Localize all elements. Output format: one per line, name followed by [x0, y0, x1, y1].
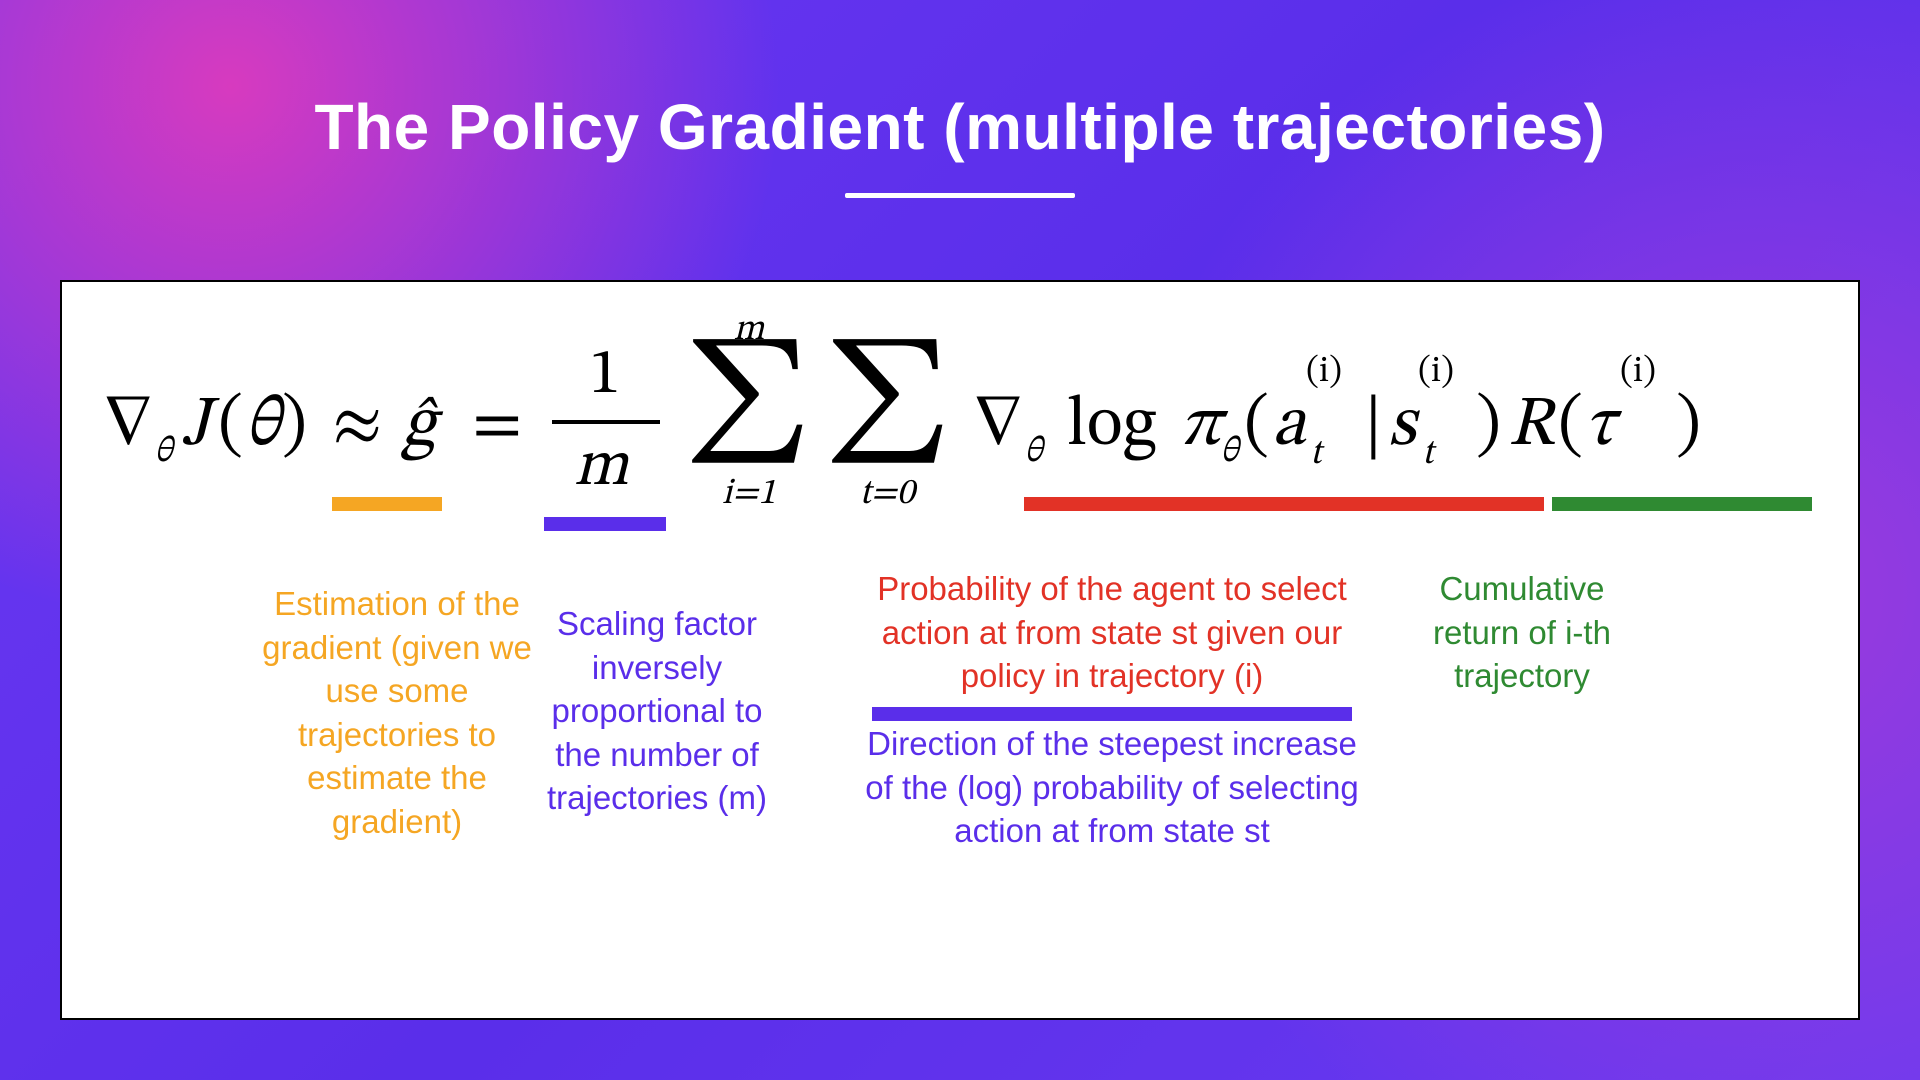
sym-theta-sub-2: θ: [1024, 430, 1043, 475]
sym-s: s: [1388, 382, 1416, 470]
sym-frac-den: m: [574, 428, 629, 508]
underline-frac: [544, 517, 666, 531]
underline-direction: [872, 707, 1352, 721]
sym-nabla-2: ∇: [972, 382, 1024, 470]
sym-frac-num: 1: [589, 336, 621, 416]
sym-s-sup-i: (i): [1418, 350, 1454, 395]
sym-s-sub-t: t: [1422, 432, 1433, 477]
policy-gradient-formula: ∇ θ J ( θ ) ≈ ĝ = 1 m ∑ m i=1 ∑ t=0 ∇ θ …: [92, 312, 1828, 522]
sym-tau-sup-i: (i): [1620, 350, 1656, 395]
sym-rparen-1: ): [282, 382, 307, 470]
sym-log: log: [1067, 382, 1157, 470]
underline-ghat: [332, 497, 442, 511]
sigma2-lower: t=0: [832, 472, 942, 517]
sym-condbar: |: [1364, 382, 1383, 470]
sym-approx: ≈: [332, 382, 382, 470]
underline-return: [1552, 497, 1812, 511]
underline-logpi: [1024, 497, 1544, 511]
sym-R: R: [1508, 382, 1554, 470]
formula-panel: ∇ θ J ( θ ) ≈ ĝ = 1 m ∑ m i=1 ∑ t=0 ∇ θ …: [60, 280, 1860, 1020]
sym-J: J: [182, 382, 210, 470]
sym-lparen-2: (: [1244, 382, 1269, 470]
annotation-logpi-purple: Direction of the steepest increase of th…: [847, 722, 1377, 853]
sym-eq: =: [472, 382, 522, 470]
sym-theta-arg: θ: [244, 382, 280, 470]
sigma1-lower: i=1: [694, 472, 804, 517]
sym-rparen-2: ): [1476, 382, 1501, 470]
sym-pi-theta: θ: [1220, 430, 1239, 475]
annotation-return: Cumulative return of i-th trajectory: [1412, 567, 1632, 698]
sym-rparen-3: ): [1676, 382, 1701, 470]
title-underline: [845, 193, 1075, 198]
sym-tau: τ: [1586, 382, 1613, 470]
annotation-logpi-red: Probability of the agent to select actio…: [842, 567, 1382, 698]
slide-title: The Policy Gradient (multiple trajectori…: [0, 90, 1920, 164]
sym-sigma-2: ∑: [824, 342, 953, 462]
sym-sigma-1: ∑: [684, 342, 813, 462]
fraction-bar: [552, 420, 660, 424]
sigma1-upper: m: [694, 308, 804, 353]
sym-a: a: [1272, 382, 1306, 470]
sym-nabla: ∇: [102, 382, 154, 470]
sym-ghat: ĝ: [402, 382, 436, 470]
annotation-ghat: Estimation of the gradient (given we use…: [262, 582, 532, 843]
sym-lparen-3: (: [1558, 382, 1583, 470]
sym-a-sup-i: (i): [1306, 350, 1342, 395]
sym-lparen-1: (: [218, 382, 243, 470]
sym-theta-sub-1: θ: [154, 430, 173, 475]
sym-pi: π: [1180, 382, 1221, 470]
annotation-frac: Scaling factor inversely proportional to…: [532, 602, 782, 820]
sym-a-sub-t: t: [1310, 432, 1321, 477]
